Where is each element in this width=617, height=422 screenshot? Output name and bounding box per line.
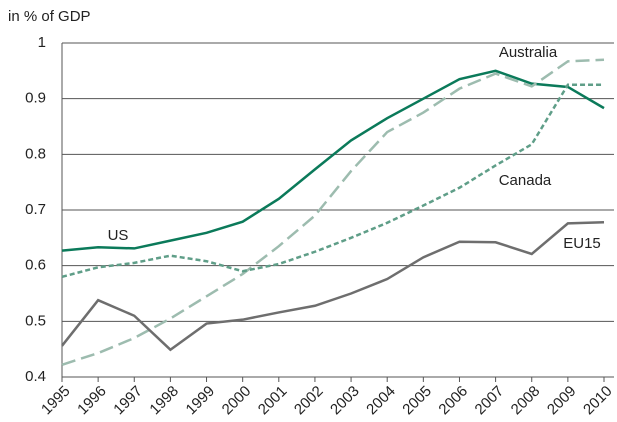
x-tick-label: 2008 bbox=[508, 383, 544, 419]
x-tick-label: 2007 bbox=[472, 383, 508, 419]
x-tick-label: 2002 bbox=[291, 383, 327, 419]
y-tick-label: 0.4 bbox=[25, 368, 46, 385]
x-tick-label: 2010 bbox=[580, 383, 616, 419]
y-tick-label: 0.6 bbox=[25, 257, 46, 274]
y-tick-label: 1 bbox=[38, 34, 46, 51]
series-label: EU15 bbox=[563, 235, 601, 252]
line-series bbox=[61, 58, 605, 366]
x-tick-label: 2009 bbox=[544, 383, 580, 419]
x-tick-label: 1996 bbox=[74, 383, 110, 419]
series-label: US bbox=[108, 227, 129, 244]
line-series bbox=[61, 69, 605, 252]
x-tick-label: 2004 bbox=[363, 383, 399, 419]
x-tick-label: 1995 bbox=[38, 383, 74, 419]
x-tick-label: 1997 bbox=[110, 383, 146, 419]
line-series bbox=[61, 83, 604, 279]
y-tick-label: 0.9 bbox=[25, 90, 46, 107]
y-tick-label: 0.5 bbox=[25, 312, 46, 329]
y-tick-label: 0.7 bbox=[25, 201, 46, 218]
line-series bbox=[61, 220, 605, 352]
series-label: Canada bbox=[499, 172, 552, 189]
x-tick-label: 1998 bbox=[146, 383, 182, 419]
y-tick-label: 0.8 bbox=[25, 145, 46, 162]
x-tick-label: 2001 bbox=[255, 383, 291, 419]
x-tick-label: 1999 bbox=[183, 383, 219, 419]
series-label: Australia bbox=[499, 44, 558, 61]
x-tick-label: 2005 bbox=[399, 383, 435, 419]
x-tick-label: 2000 bbox=[219, 383, 255, 419]
x-tick-label: 2006 bbox=[435, 383, 471, 419]
x-tick-label: 2003 bbox=[327, 383, 363, 419]
y-axis-label: in % of GDP bbox=[8, 8, 91, 25]
